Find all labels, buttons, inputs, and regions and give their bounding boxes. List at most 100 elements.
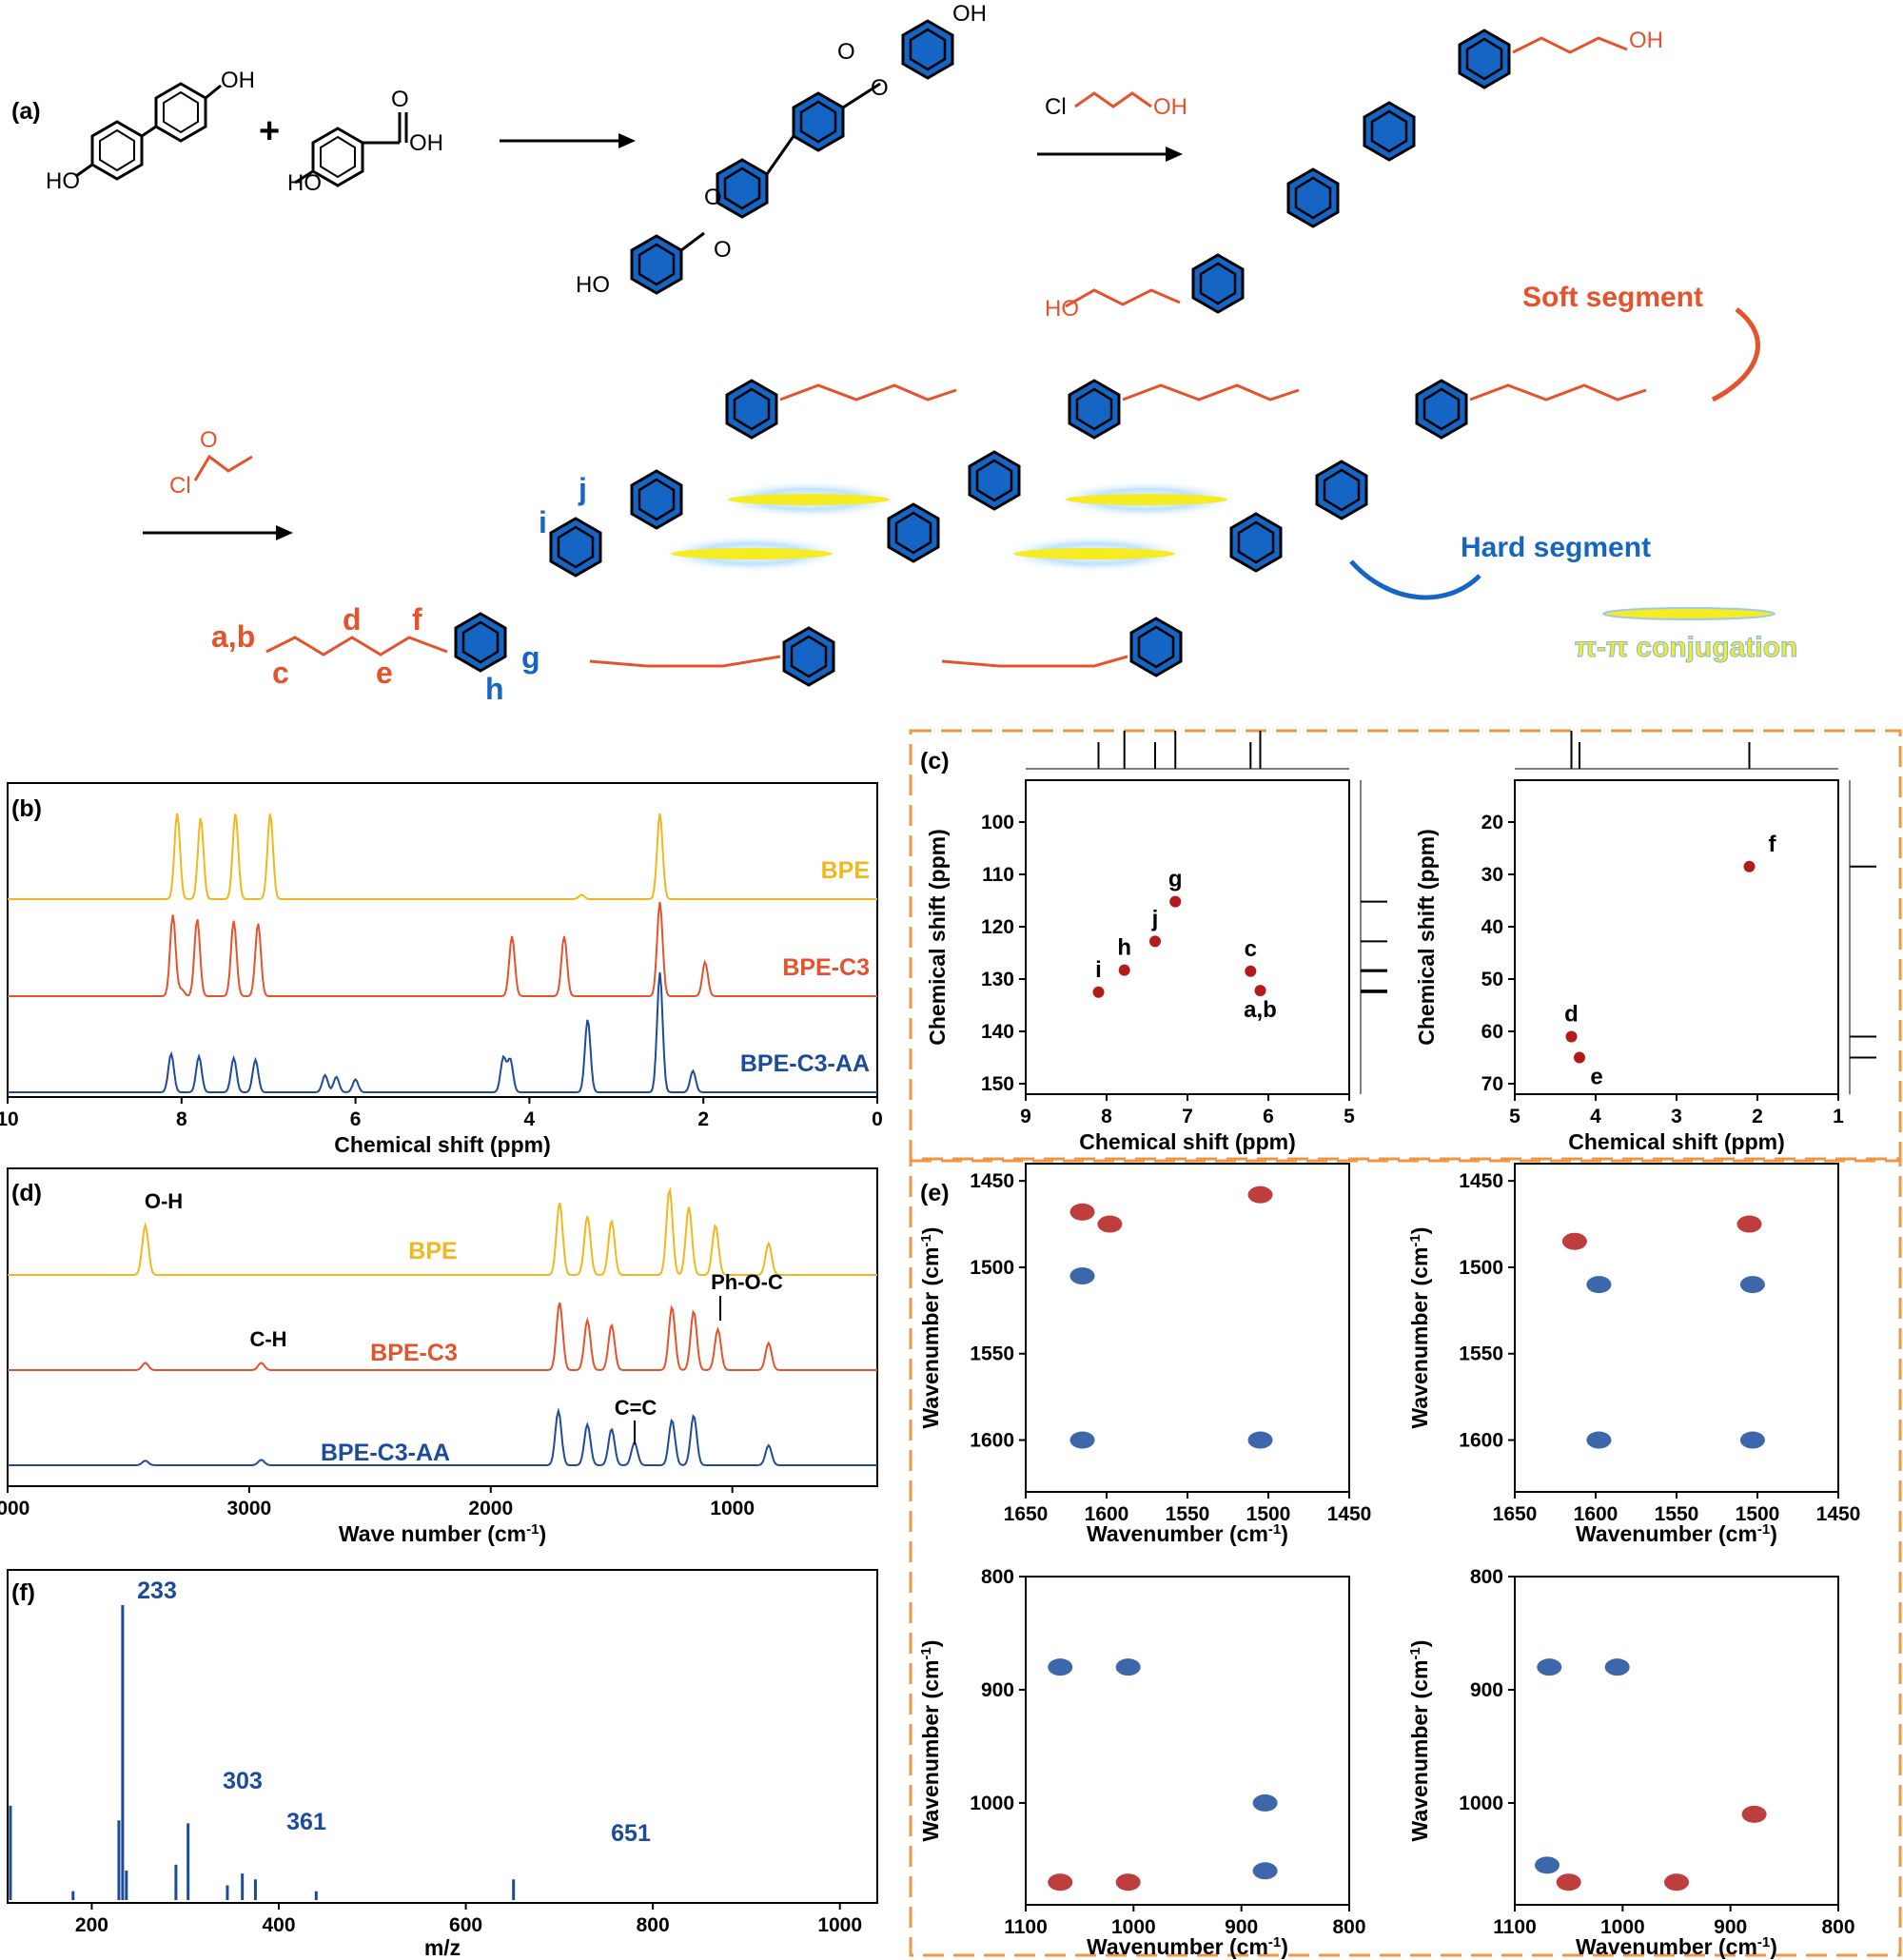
ho-bpe-c3: HO: [1045, 296, 1079, 322]
soft-segment-arrow: [1711, 307, 1760, 402]
ms-tick-label-3: 800: [637, 1914, 670, 1936]
assign-f: f: [412, 602, 422, 637]
chart-panel-e: (e) 1650 1600 1550 1500 1450 1450 1500 1550 1600…: [909, 1159, 1902, 1960]
nmr-1h-legend-bpe-c3-aa: BPE-C3-AA: [740, 1050, 870, 1077]
hard-segment-arrow: [1349, 559, 1481, 600]
corr2d-3-xlabel: Wavenumber (cm-1): [1087, 1934, 1288, 1960]
corr2d-2-ytick-label-1: 1500: [1459, 1257, 1503, 1279]
corr2d-2-peak-1: [1586, 1276, 1612, 1294]
hsqc-2-crosspeak-d: [1565, 1030, 1578, 1043]
nmr-1h-tick-label-3: 4: [524, 1108, 536, 1130]
hsqc-1-tick-label-3: 6: [1263, 1106, 1274, 1127]
hsqc-1-ytick-label-2: 120: [981, 916, 1014, 938]
assign-ab: a,b: [211, 619, 255, 654]
hsqc-1-ytick-label-3: 130: [981, 969, 1014, 990]
corr2d-1-ytick-label-0: 1450: [970, 1170, 1014, 1192]
hsqc-2-frame: [1514, 779, 1839, 1095]
ftir-trace-bpe: [8, 1186, 877, 1276]
chart-panel-f: (f) 200 400 600 800 1000 m/z 233 303 361 651: [7, 1569, 878, 1960]
corr2d-2-ytick-label-3: 1600: [1459, 1430, 1503, 1452]
corr2d-2-ytick-label-2: 1550: [1459, 1343, 1503, 1365]
ftir-tick-label-2: 2000: [468, 1498, 513, 1519]
nmr-1h-tick-label-2: 6: [350, 1108, 362, 1130]
corr2d-1-tick-label-3: 1500: [1246, 1503, 1291, 1525]
ms-tick-label-0: 200: [75, 1914, 108, 1936]
hsqc-1-ytick-label-0: 100: [981, 812, 1014, 833]
ho-label-1: HO: [46, 168, 80, 194]
hsqc-1-xlabel: Chemical shift (ppm): [1079, 1129, 1295, 1154]
nmr-1h-legend-bpe: BPE: [821, 857, 870, 884]
hsqc-1-ytick-label-5: 150: [981, 1073, 1014, 1095]
corr2d-4-tick-label-1: 1000: [1600, 1916, 1645, 1938]
corr2d-2-tick-label-4: 1450: [1816, 1503, 1861, 1525]
arrow-1-head: [618, 133, 636, 148]
panel-label-b: (b): [11, 795, 42, 822]
hsqc-2-ytick-label-1: 30: [1481, 864, 1503, 886]
nmr-1h-legend-bpe-c3: BPE-C3: [782, 954, 870, 981]
hsqc-1-peak-label-ab: a,b: [1244, 997, 1277, 1023]
corr2d-1-peak-1: [1097, 1215, 1123, 1233]
corr2d-3-peak-4: [1115, 1658, 1141, 1676]
corr2d-2-ytick-label-0: 1450: [1459, 1170, 1503, 1192]
hsqc-2-ytick-label-5: 70: [1481, 1073, 1503, 1095]
reagent-oh-label: OH: [1153, 94, 1187, 120]
hsqc-1-peak-label-j: j: [1151, 906, 1159, 931]
pi-pi-label: π-π conjugation: [1575, 632, 1797, 663]
corr2d-4-peak-4: [1604, 1658, 1630, 1676]
corr2d-2-peak-3: [1739, 1431, 1765, 1449]
corr2d-1-peak-2: [1247, 1186, 1273, 1204]
corr2d-3-tick-label-1: 1000: [1111, 1916, 1156, 1938]
dashed-frame-e: [909, 1159, 1902, 1957]
hsqc-2-xlabel: Chemical shift (ppm): [1568, 1129, 1784, 1154]
ms-peak-label-651: 651: [611, 1820, 651, 1847]
nmr-1h-tick-label-5: 0: [872, 1108, 883, 1130]
ftir-legend-bpe: BPE: [408, 1238, 457, 1264]
hsqc-1-crosspeak-g: [1169, 895, 1182, 908]
corr2d-1-ytick-label-1: 1500: [970, 1257, 1014, 1279]
ms-peak-label-361: 361: [286, 1809, 326, 1835]
hard-segment-label: Hard segment: [1461, 532, 1651, 563]
hsqc-1-tick-label-4: 5: [1344, 1106, 1355, 1127]
hsqc-1-crosspeak-i: [1092, 986, 1105, 998]
corr2d-1-ylabel: Wavenumber (cm-1): [918, 1227, 944, 1429]
ms-xlabel: m/z: [424, 1935, 461, 1960]
hsqc-1-ytick-label-1: 110: [982, 864, 1014, 886]
hsqc-1-tick-label-1: 8: [1101, 1106, 1112, 1127]
panel-label-c: (c): [920, 748, 950, 774]
chart-panel-b: (b) 10 8 6 4 2 0 Chemical shift (ppm) BPE BPE-C3…: [0, 782, 883, 1157]
corr2d-1-ytick-label-2: 1550: [970, 1343, 1014, 1365]
ftir-frame: [7, 1167, 878, 1487]
chloropropanol-chain: [1074, 91, 1152, 108]
corr2d-4-tick-label-2: 900: [1714, 1916, 1747, 1938]
hsqc-1-crosspeak-ab: [1254, 985, 1266, 997]
hsqc-2-crosspeak-e: [1574, 1051, 1585, 1064]
nmr-1h-frame: [7, 782, 878, 1098]
corr2d-4-ytick-label-2: 1000: [1459, 1793, 1503, 1814]
panel-label-a: (a): [11, 98, 41, 125]
ftir-annotation-ch: C-H: [249, 1327, 286, 1351]
hydroxybenzoic-acid: O OH HO: [287, 87, 443, 196]
ftir-annotation-cc: C=C: [615, 1396, 657, 1420]
hsqc-1-crosspeak-h: [1118, 964, 1130, 976]
o-label-acid: O: [391, 87, 409, 112]
corr2d-4-peak-1: [1556, 1873, 1581, 1891]
assignment-labels-hard: g h i j: [485, 472, 587, 706]
oh-bpe-c3: OH: [1629, 28, 1663, 53]
o-ester-1: O: [704, 185, 722, 210]
panel-label-d: (d): [11, 1180, 42, 1206]
hsqc-2-tick-label-3: 2: [1752, 1106, 1763, 1127]
corr2d-2-frame: [1514, 1163, 1839, 1493]
nmr-1h-xlabel: Chemical shift (ppm): [334, 1132, 550, 1157]
panel-label-e: (e): [920, 1180, 950, 1206]
corr2d-2-xlabel: Wavenumber (cm-1): [1576, 1521, 1777, 1547]
hsqc-2-tick-label-0: 5: [1509, 1106, 1520, 1127]
corr2d-3-ytick-label-1: 900: [981, 1679, 1014, 1701]
hsqc-2-ytick-label-0: 20: [1481, 812, 1503, 833]
ftir-xlabel: Wave number (cm-1): [339, 1521, 546, 1547]
corr2d-3-peak-5: [1252, 1862, 1278, 1880]
o-carbonyl-2: O: [837, 39, 855, 65]
corr2d-1-peak-0: [1069, 1203, 1095, 1221]
ftir-trace-bpe-c3-aa: [8, 1407, 877, 1467]
nmr-1h-trace-bpe-c3: [8, 901, 877, 997]
